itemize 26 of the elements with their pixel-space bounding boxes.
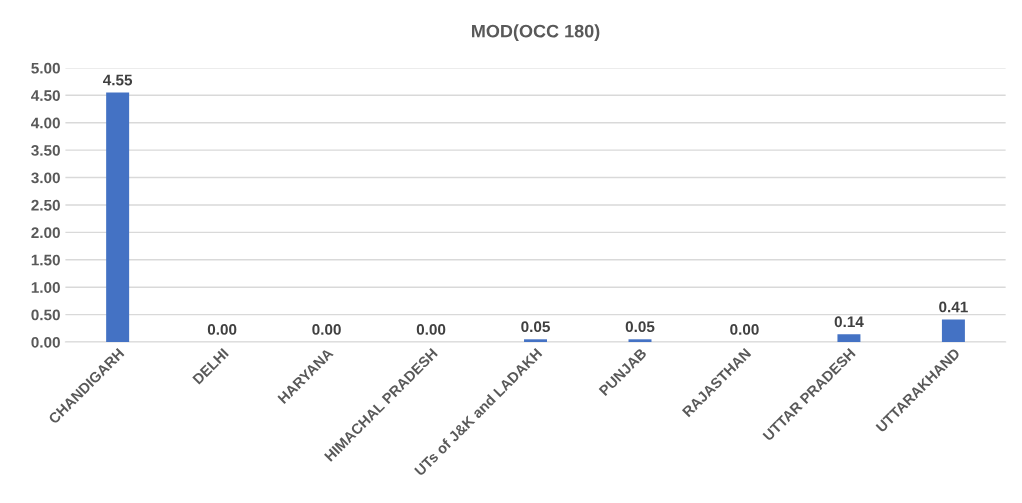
y-tick-label: 3.00	[31, 172, 60, 184]
y-tick-label: 4.00	[31, 117, 60, 129]
bar	[628, 339, 652, 343]
data-label: 0.14	[834, 316, 864, 328]
data-label: 0.05	[625, 321, 655, 333]
bar	[106, 92, 130, 343]
y-tick-label: 2.50	[31, 199, 60, 211]
y-tick-label: 0.00	[31, 336, 60, 348]
bar	[524, 339, 548, 343]
y-tick-label: 0.50	[31, 309, 60, 321]
y-tick-label: 4.50	[31, 90, 60, 101]
bar	[941, 319, 965, 343]
chart-title: MOD(OCC 180)	[472, 24, 600, 42]
data-label: 0.00	[730, 324, 759, 335]
y-tick-label: 1.00	[31, 282, 60, 293]
data-label: 0.00	[312, 324, 341, 335]
data-label: 4.55	[103, 74, 133, 86]
y-tick-label: 2.00	[31, 227, 60, 239]
data-label: 0.41	[939, 301, 968, 313]
y-tick-label: 1.50	[31, 254, 60, 266]
y-tick-label: 3.50	[31, 145, 60, 156]
bar	[837, 334, 861, 343]
data-label: 0.00	[416, 324, 446, 335]
y-tick-label: 5.00	[31, 62, 60, 74]
data-label: 0.05	[521, 321, 550, 333]
data-label: 0.00	[207, 324, 237, 335]
